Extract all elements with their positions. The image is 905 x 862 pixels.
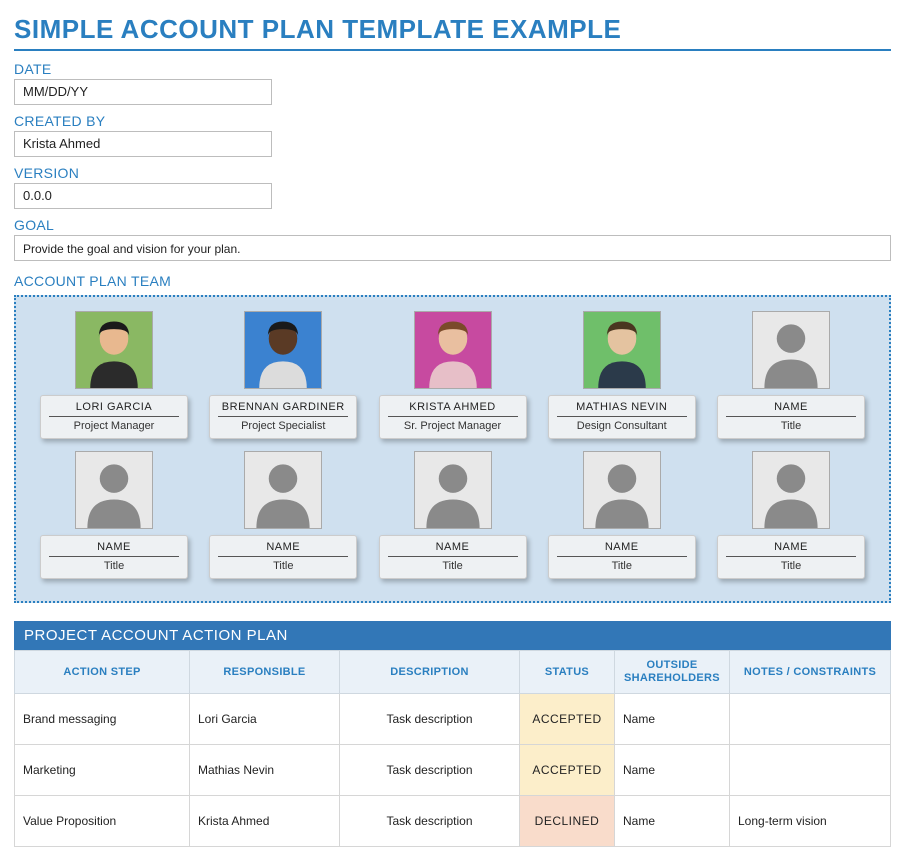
member-title: Title [49, 560, 179, 572]
member-name: NAME [726, 541, 856, 557]
goal-label: GOAL [14, 217, 891, 233]
member-title: Title [388, 560, 518, 572]
name-card: NAME Title [40, 535, 188, 579]
col-shareholders: OUTSIDE SHAREHOLDERS [615, 651, 730, 694]
col-description: DESCRIPTION [340, 651, 520, 694]
team-member: NAME Title [711, 451, 871, 579]
member-name: KRISTA AHMED [388, 401, 518, 417]
name-card: NAME Title [717, 535, 865, 579]
name-card: NAME Title [717, 395, 865, 439]
member-title: Title [726, 560, 856, 572]
member-title: Title [557, 560, 687, 572]
avatar [75, 311, 153, 389]
table-row: Brand messaging Lori Garcia Task descrip… [15, 694, 891, 745]
team-row: LORI GARCIA Project Manager BRENNAN GARD… [34, 311, 871, 439]
cell-description: Task description [340, 796, 520, 847]
col-responsible: RESPONSIBLE [190, 651, 340, 694]
team-heading: ACCOUNT PLAN TEAM [14, 273, 891, 289]
name-card: LORI GARCIA Project Manager [40, 395, 188, 439]
team-member: NAME Title [711, 311, 871, 439]
cell-step: Value Proposition [15, 796, 190, 847]
cell-shareholders: Name [615, 745, 730, 796]
avatar [75, 451, 153, 529]
member-name: LORI GARCIA [49, 401, 179, 417]
created-by-label: CREATED BY [14, 113, 891, 129]
member-title: Sr. Project Manager [388, 420, 518, 432]
avatar [752, 451, 830, 529]
name-card: NAME Title [548, 535, 696, 579]
table-row: Value Proposition Krista Ahmed Task desc… [15, 796, 891, 847]
version-label: VERSION [14, 165, 891, 181]
cell-responsible: Mathias Nevin [190, 745, 340, 796]
member-name: NAME [218, 541, 348, 557]
col-status: STATUS [520, 651, 615, 694]
member-title: Title [726, 420, 856, 432]
team-member: MATHIAS NEVIN Design Consultant [542, 311, 702, 439]
cell-notes [730, 745, 891, 796]
team-panel: LORI GARCIA Project Manager BRENNAN GARD… [14, 295, 891, 603]
team-member: KRISTA AHMED Sr. Project Manager [373, 311, 533, 439]
team-member: NAME Title [542, 451, 702, 579]
name-card: BRENNAN GARDINER Project Specialist [209, 395, 357, 439]
member-name: MATHIAS NEVIN [557, 401, 687, 417]
date-label: DATE [14, 61, 891, 77]
team-row: NAME Title NAME Title NAME Title NAME [34, 451, 871, 579]
team-member: NAME Title [373, 451, 533, 579]
team-member: LORI GARCIA Project Manager [34, 311, 194, 439]
member-name: NAME [49, 541, 179, 557]
team-member: NAME Title [203, 451, 363, 579]
name-card: NAME Title [379, 535, 527, 579]
avatar [244, 311, 322, 389]
action-plan-heading: PROJECT ACCOUNT ACTION PLAN [14, 621, 891, 650]
member-name: BRENNAN GARDINER [218, 401, 348, 417]
avatar [414, 451, 492, 529]
team-member: BRENNAN GARDINER Project Specialist [203, 311, 363, 439]
cell-shareholders: Name [615, 796, 730, 847]
member-title: Design Consultant [557, 420, 687, 432]
team-member: NAME Title [34, 451, 194, 579]
created-by-input[interactable]: Krista Ahmed [14, 131, 272, 157]
avatar [583, 451, 661, 529]
cell-shareholders: Name [615, 694, 730, 745]
cell-status: ACCEPTED [520, 694, 615, 745]
member-title: Title [218, 560, 348, 572]
cell-responsible: Krista Ahmed [190, 796, 340, 847]
page-title: SIMPLE ACCOUNT PLAN TEMPLATE EXAMPLE [14, 14, 891, 51]
date-input[interactable]: MM/DD/YY [14, 79, 272, 105]
member-title: Project Specialist [218, 420, 348, 432]
cell-status: ACCEPTED [520, 745, 615, 796]
avatar [583, 311, 661, 389]
col-action-step: ACTION STEP [15, 651, 190, 694]
cell-responsible: Lori Garcia [190, 694, 340, 745]
avatar [244, 451, 322, 529]
avatar [752, 311, 830, 389]
col-notes: NOTES / CONSTRAINTS [730, 651, 891, 694]
avatar [414, 311, 492, 389]
member-name: NAME [726, 401, 856, 417]
cell-status: DECLINED [520, 796, 615, 847]
member-name: NAME [557, 541, 687, 557]
member-title: Project Manager [49, 420, 179, 432]
table-row: Marketing Mathias Nevin Task description… [15, 745, 891, 796]
cell-description: Task description [340, 694, 520, 745]
cell-step: Brand messaging [15, 694, 190, 745]
name-card: KRISTA AHMED Sr. Project Manager [379, 395, 527, 439]
name-card: MATHIAS NEVIN Design Consultant [548, 395, 696, 439]
member-name: NAME [388, 541, 518, 557]
version-input[interactable]: 0.0.0 [14, 183, 272, 209]
goal-input[interactable]: Provide the goal and vision for your pla… [14, 235, 891, 261]
cell-step: Marketing [15, 745, 190, 796]
cell-notes [730, 694, 891, 745]
action-plan-table: ACTION STEP RESPONSIBLE DESCRIPTION STAT… [14, 650, 891, 847]
cell-description: Task description [340, 745, 520, 796]
cell-notes: Long-term vision [730, 796, 891, 847]
name-card: NAME Title [209, 535, 357, 579]
